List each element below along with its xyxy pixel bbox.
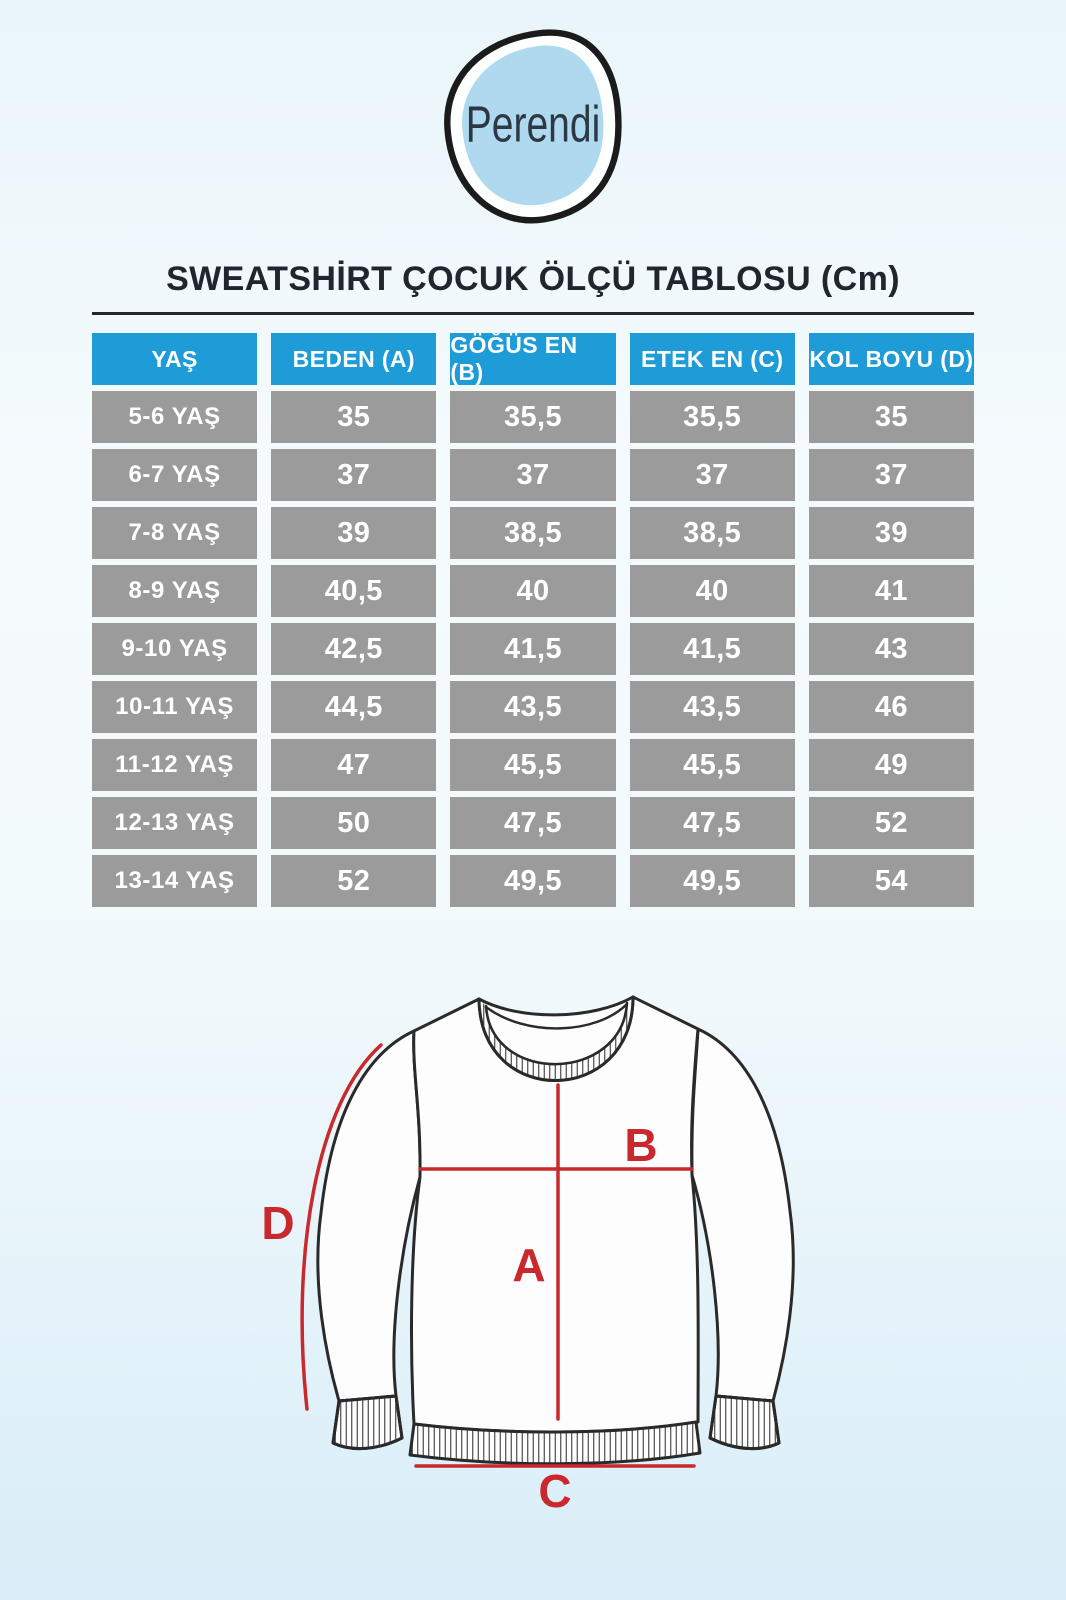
- size-cell: 47,5: [629, 797, 795, 849]
- size-cell: 45,5: [629, 739, 795, 791]
- age-cell: 8-9 YAŞ: [92, 565, 258, 617]
- size-cell: 49: [808, 739, 974, 791]
- size-cell: 52: [271, 855, 437, 907]
- size-chart-title: SWEATSHİRT ÇOCUK ÖLÇÜ TABLOSU (Cm): [166, 260, 900, 298]
- measure-label-d: D: [261, 1197, 294, 1249]
- right-cuff-ribbing: [708, 1394, 781, 1451]
- size-cell: 35,5: [629, 391, 795, 443]
- size-cell: 40: [629, 565, 795, 617]
- logo-inner-blob: [462, 45, 604, 206]
- sweatshirt-drawing: A B C D: [261, 995, 795, 1517]
- size-cell: 54: [808, 855, 974, 907]
- left-cuff-ribbing: [331, 1394, 404, 1451]
- size-cell: 35: [271, 391, 437, 443]
- age-cell: 9-10 YAŞ: [92, 623, 258, 675]
- age-cell: 6-7 YAŞ: [92, 449, 258, 501]
- size-cell: 37: [629, 449, 795, 501]
- age-cell: 10-11 YAŞ: [92, 681, 258, 733]
- back-neck-top-edge: [477, 995, 635, 1017]
- size-cell: 47: [271, 739, 437, 791]
- measure-line-d: [300, 1043, 383, 1411]
- size-cell: 47,5: [450, 797, 616, 849]
- size-cell: 41,5: [450, 623, 616, 675]
- column-header-etek: ETEK EN (C): [629, 333, 795, 385]
- brand-logo: Perendi: [438, 24, 628, 234]
- hem-ribbing: [408, 1420, 702, 1466]
- size-cell: 49,5: [450, 855, 616, 907]
- collar-inner-edge: [484, 1001, 629, 1066]
- age-cell: 5-6 YAŞ: [92, 391, 258, 443]
- age-cell: 11-12 YAŞ: [92, 739, 258, 791]
- size-cell: 49,5: [629, 855, 795, 907]
- age-cell: 7-8 YAŞ: [92, 507, 258, 559]
- title-divider: [92, 312, 974, 315]
- logo-text: Perendi: [466, 95, 600, 152]
- size-cell: 44,5: [271, 681, 437, 733]
- measure-label-b: B: [624, 1119, 657, 1171]
- sweatshirt-diagram: A B C D: [228, 951, 848, 1591]
- collar-ribbing: [479, 997, 633, 1081]
- size-cell: 40,5: [271, 565, 437, 617]
- size-cell: 41,5: [629, 623, 795, 675]
- column-header-kol: KOL BOYU (D): [808, 333, 974, 385]
- size-cell: 43: [808, 623, 974, 675]
- size-cell: 37: [808, 449, 974, 501]
- size-cell: 41: [808, 565, 974, 617]
- size-cell: 43,5: [450, 681, 616, 733]
- size-cell: 35,5: [450, 391, 616, 443]
- size-cell: 50: [271, 797, 437, 849]
- size-table: YAŞ BEDEN (A) GÖĞÜS EN (B) ETEK EN (C) K…: [92, 332, 974, 907]
- column-header-beden: BEDEN (A): [271, 333, 437, 385]
- size-cell: 52: [808, 797, 974, 849]
- size-cell: 37: [271, 449, 437, 501]
- size-cell: 46: [808, 681, 974, 733]
- collar-outer-edge: [477, 995, 635, 1082]
- logo-blob-graphic: Perendi: [444, 29, 622, 224]
- measure-label-c: C: [538, 1465, 571, 1517]
- right-sleeve: [690, 1027, 795, 1403]
- size-cell: 45,5: [450, 739, 616, 791]
- age-cell: 12-13 YAŞ: [92, 797, 258, 849]
- age-cell: 13-14 YAŞ: [92, 855, 258, 907]
- size-cell: 40: [450, 565, 616, 617]
- measure-label-a: A: [512, 1239, 545, 1291]
- left-sleeve: [316, 1029, 422, 1403]
- column-header-age: YAŞ: [92, 333, 258, 385]
- size-cell: 39: [808, 507, 974, 559]
- size-cell: 35: [808, 391, 974, 443]
- column-header-gogus: GÖĞÜS EN (B): [450, 332, 616, 385]
- size-cell: 38,5: [450, 507, 616, 559]
- size-cell: 43,5: [629, 681, 795, 733]
- size-cell: 39: [271, 507, 437, 559]
- size-cell: 38,5: [629, 507, 795, 559]
- back-neck-seam: [484, 1002, 629, 1030]
- size-cell: 37: [450, 449, 616, 501]
- size-cell: 42,5: [271, 623, 437, 675]
